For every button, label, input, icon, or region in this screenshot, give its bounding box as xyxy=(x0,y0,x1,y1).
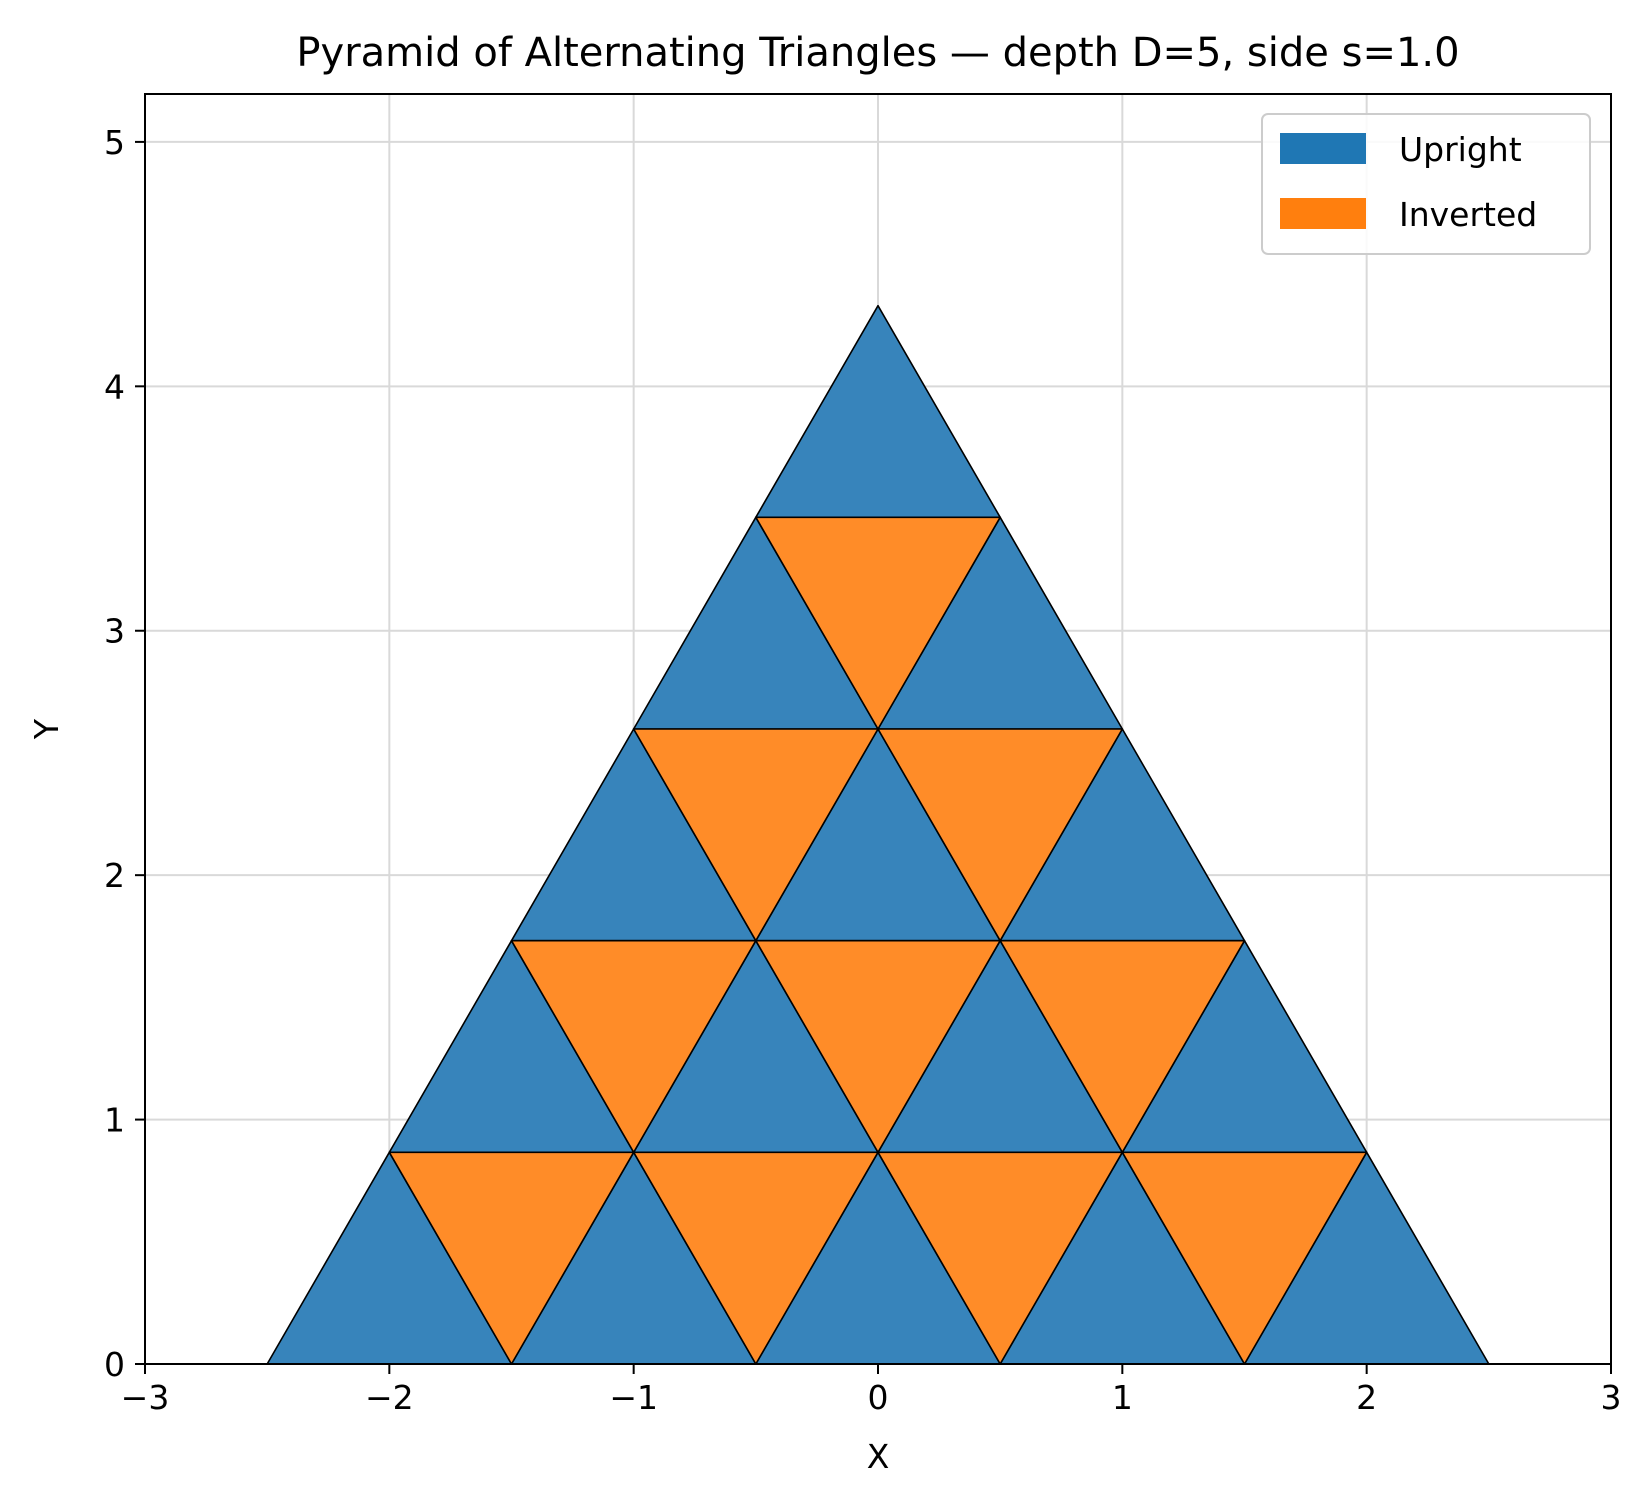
inverted-triangle xyxy=(755,516,1001,730)
legend-label-inverted: Inverted xyxy=(1399,195,1537,234)
y-tick-label: 4 xyxy=(104,367,125,406)
inverted-triangle xyxy=(1121,1151,1368,1365)
chart-title: Pyramid of Alternating Triangles — depth… xyxy=(296,30,1459,76)
y-axis-ticks: 0 1 2 3 4 5 xyxy=(104,123,145,1384)
legend-label-upright: Upright xyxy=(1399,130,1522,169)
y-tick-label: 3 xyxy=(104,612,125,651)
inverted-triangle xyxy=(510,939,757,1154)
inverted-triangle xyxy=(388,1151,635,1365)
y-axis-label: Y xyxy=(27,718,66,740)
x-tick-label: 2 xyxy=(1356,1378,1377,1417)
x-axis-ticks: −3 −2 −1 0 1 2 3 xyxy=(121,1364,1622,1417)
y-tick-label: 1 xyxy=(104,1101,125,1140)
x-tick-label: −2 xyxy=(365,1378,414,1417)
x-tick-label: −1 xyxy=(609,1378,658,1417)
y-tick-label: 5 xyxy=(104,123,125,162)
x-axis-label: X xyxy=(867,1437,890,1476)
inverted-triangle xyxy=(877,1151,1124,1365)
x-tick-label: 1 xyxy=(1112,1378,1133,1417)
x-tick-label: −3 xyxy=(121,1378,170,1417)
legend-swatch-inverted xyxy=(1280,198,1366,229)
triangles-layer xyxy=(266,304,1490,1365)
inverted-triangle xyxy=(999,939,1246,1154)
inverted-triangle xyxy=(632,728,879,942)
inverted-triangle xyxy=(755,939,1001,1154)
x-tick-label: 0 xyxy=(868,1378,889,1417)
inverted-triangle xyxy=(632,1151,879,1365)
legend: Upright Inverted xyxy=(1261,113,1591,255)
y-tick-label: 0 xyxy=(104,1345,125,1384)
x-tick-label: 3 xyxy=(1601,1378,1622,1417)
y-tick-label: 2 xyxy=(104,856,125,895)
legend-swatch-upright xyxy=(1280,133,1366,164)
inverted-triangle xyxy=(877,728,1124,942)
